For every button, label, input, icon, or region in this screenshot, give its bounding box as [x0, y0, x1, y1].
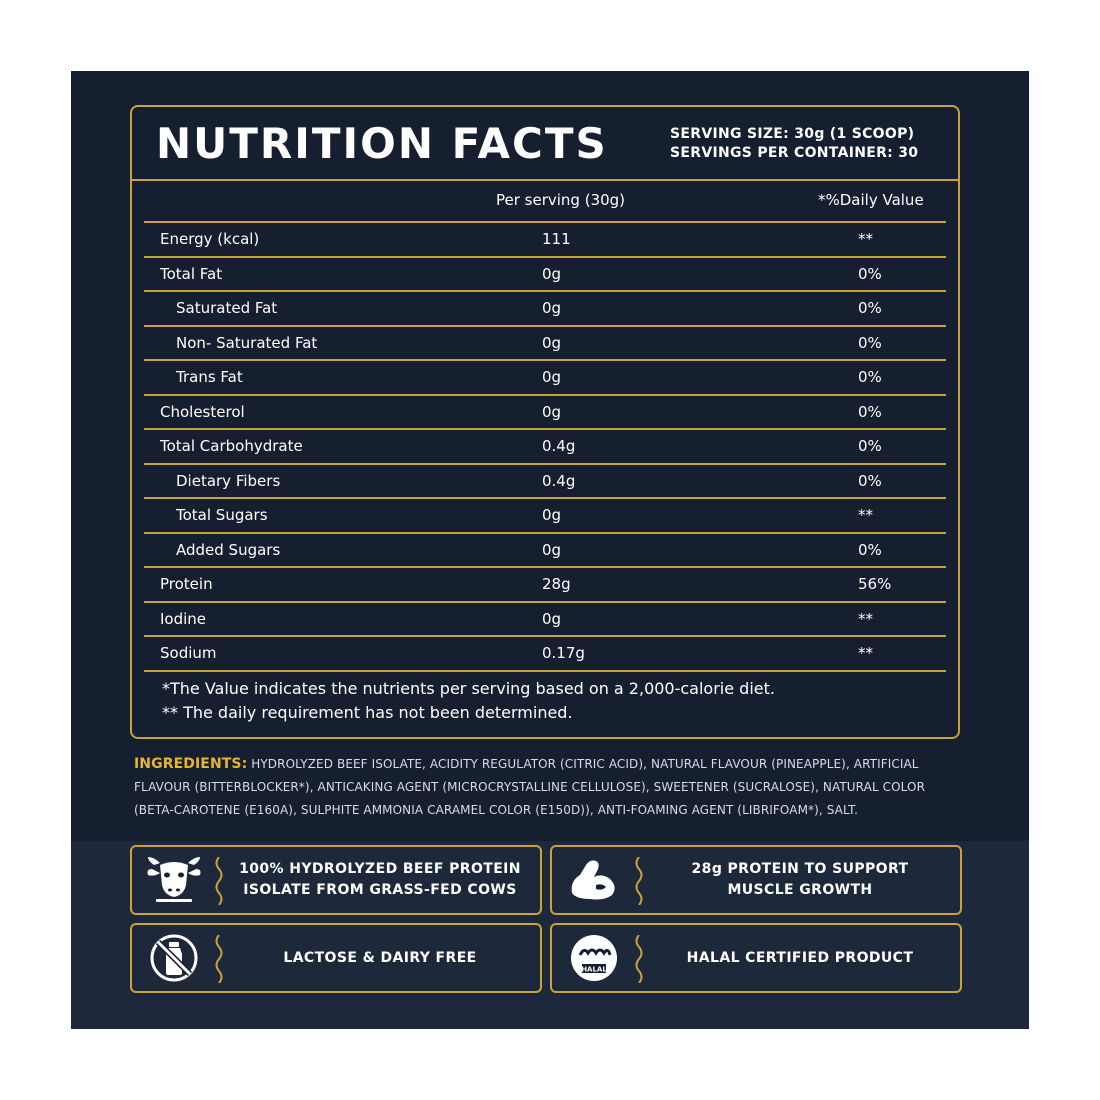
feature-text-line2: MUSCLE GROWTH [727, 882, 873, 898]
nutrient-label: Saturated Fat [176, 299, 278, 317]
nutrient-label: Total Carbohydrate [160, 437, 303, 455]
per-serving-header: Per serving (30g) [496, 191, 626, 209]
daily-value-header: *%Daily Value [818, 191, 924, 209]
nutrient-label: Energy (kcal) [160, 230, 260, 248]
feature-text: 100% HYDROLYZED BEEF PROTEIN ISOLATE FRO… [232, 847, 528, 913]
table-row: Cholesterol 0g 0% [144, 396, 946, 430]
table-row: Trans Fat 0g 0% [144, 361, 946, 396]
nutrient-label: Total Fat [160, 264, 223, 283]
nutrient-amount: 0g [542, 264, 562, 283]
nutrient-amount: 0.17g [542, 644, 585, 662]
nutrient-label: Dietary Fibers [176, 471, 281, 490]
squiggle-divider-icon [215, 857, 223, 905]
table-row: Sodium 0.17g ** [144, 637, 946, 672]
table-row: Iodine 0g ** [144, 603, 946, 637]
nutrient-label: Non- Saturated Fat [176, 333, 318, 352]
feature-text-line2: ISOLATE FROM GRASS-FED COWS [243, 882, 517, 898]
table-row: Dietary Fibers 0.4g 0% [144, 465, 946, 499]
nutrient-daily-value: ** [858, 506, 873, 524]
nutrient-amount: 0.4g [542, 471, 576, 490]
feature-text: 28g PROTEIN TO SUPPORT MUSCLE GROWTH [652, 847, 948, 913]
table-row: Total Fat 0g 0% [144, 258, 946, 292]
nutrient-table: Energy (kcal) 111 ** Total Fat 0g 0% Saturat… [144, 223, 946, 672]
servings-per-container: SERVINGS PER CONTAINER: 30 [670, 145, 919, 161]
feature-halal: HALAL HALAL CERTIFIED PRODUCT [550, 923, 962, 993]
feature-text: LACTOSE & DAIRY FREE [232, 925, 528, 991]
serving-size: SERVING SIZE: 30g (1 SCOOP) [670, 126, 915, 142]
nutrient-label: Added Sugars [176, 540, 281, 559]
squiggle-divider-icon [215, 935, 223, 983]
footnote-not-determined: ** The daily requirement has not been de… [162, 703, 573, 722]
table-row: Total Carbohydrate 0.4g 0% [144, 430, 946, 465]
nutrient-daily-value: 0% [858, 437, 882, 455]
nutrient-amount: 111 [542, 230, 571, 248]
footnote-daily-value: *The Value indicates the nutrients per s… [162, 679, 775, 698]
flexed-arm-icon [571, 860, 615, 900]
table-row: Total Sugars 0g ** [144, 499, 946, 534]
squiggle-divider-icon [635, 935, 643, 983]
label-panel: NUTRITION FACTS SERVING SIZE: 30g (1 SCO… [71, 71, 1029, 1029]
nutrient-amount: 0g [542, 540, 562, 559]
ingredients-text: HYDROLYZED BEEF ISOLATE, ACIDITY REGULAT… [134, 757, 926, 817]
feature-dairy-free: LACTOSE & DAIRY FREE [130, 923, 542, 993]
table-row: Non- Saturated Fat 0g 0% [144, 327, 946, 361]
feature-text-line1: HALAL CERTIFIED PRODUCT [686, 949, 914, 966]
nutrition-facts-box: NUTRITION FACTS SERVING SIZE: 30g (1 SCO… [130, 105, 960, 739]
nutrient-daily-value: 0% [858, 368, 882, 386]
nutrient-daily-value: ** [858, 609, 873, 628]
nutrient-label: Iodine [160, 609, 207, 628]
nutrient-daily-value: 0% [858, 333, 882, 352]
table-row: Saturated Fat 0g 0% [144, 292, 946, 327]
nutrient-daily-value: 0% [858, 471, 882, 490]
cow-icon [147, 857, 201, 902]
table-row: Energy (kcal) 111 ** [144, 223, 946, 258]
nutrient-amount: 28g [542, 575, 571, 593]
nutrient-label: Protein [160, 575, 213, 593]
feature-text-line1: 28g PROTEIN TO SUPPORT [691, 861, 909, 877]
ingredients-label: INGREDIENTS: [134, 756, 248, 772]
nutrient-amount: 0g [542, 299, 562, 317]
nutrient-label: Cholesterol [160, 402, 245, 421]
table-row: Protein 28g 56% [144, 568, 946, 603]
nutrient-amount: 0g [542, 368, 562, 386]
serving-info: SERVING SIZE: 30g (1 SCOOP) SERVINGS PER… [670, 125, 918, 163]
no-dairy-icon [150, 934, 198, 982]
nutrient-label: Total Sugars [176, 506, 268, 524]
column-headers: Per serving (30g) *%Daily Value [144, 181, 946, 223]
halal-icon: HALAL [571, 935, 617, 981]
footnotes: *The Value indicates the nutrients per s… [162, 677, 775, 725]
nutrient-daily-value: 0% [858, 299, 882, 317]
nutrient-label: Sodium [160, 644, 217, 662]
nutrient-amount: 0g [542, 609, 562, 628]
table-row: Added Sugars 0g 0% [144, 534, 946, 568]
nutrient-daily-value: 0% [858, 540, 882, 559]
facts-header: NUTRITION FACTS SERVING SIZE: 30g (1 SCO… [132, 107, 958, 181]
nutrient-amount: 0g [542, 333, 562, 352]
nutrient-daily-value: 56% [858, 575, 892, 593]
nutrient-daily-value: ** [858, 644, 873, 662]
nutrient-daily-value: 0% [858, 264, 882, 283]
nutrient-amount: 0.4g [542, 437, 576, 455]
feature-grass-fed: 100% HYDROLYZED BEEF PROTEIN ISOLATE FRO… [130, 845, 542, 915]
feature-protein: 28g PROTEIN TO SUPPORT MUSCLE GROWTH [550, 845, 962, 915]
feature-text-line1: 100% HYDROLYZED BEEF PROTEIN [239, 861, 521, 877]
feature-text-line1: LACTOSE & DAIRY FREE [283, 949, 477, 966]
nutrient-label: Trans Fat [176, 368, 243, 386]
ingredients-list: INGREDIENTS: HYDROLYZED BEEF ISOLATE, AC… [134, 753, 964, 822]
feature-text: HALAL CERTIFIED PRODUCT [652, 925, 948, 991]
page-title: NUTRITION FACTS [156, 119, 608, 168]
halal-badge-text: HALAL [581, 966, 607, 974]
nutrient-daily-value: 0% [858, 402, 882, 421]
squiggle-divider-icon [635, 857, 643, 905]
nutrient-daily-value: ** [858, 230, 873, 248]
nutrient-amount: 0g [542, 402, 562, 421]
nutrient-amount: 0g [542, 506, 562, 524]
